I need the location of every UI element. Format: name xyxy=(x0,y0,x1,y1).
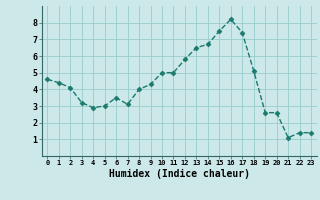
X-axis label: Humidex (Indice chaleur): Humidex (Indice chaleur) xyxy=(109,169,250,179)
